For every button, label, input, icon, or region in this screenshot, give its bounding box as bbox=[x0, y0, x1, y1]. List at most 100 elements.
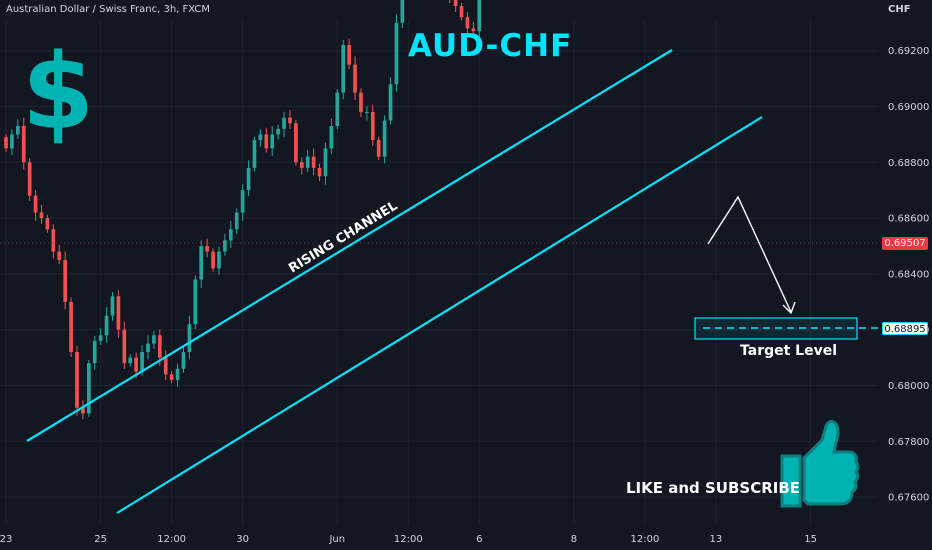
candle bbox=[211, 248, 215, 272]
candle-body bbox=[317, 167, 322, 177]
candle bbox=[465, 12, 470, 36]
channel-lower-line[interactable] bbox=[116, 116, 763, 514]
candle-body bbox=[477, 0, 482, 32]
candle bbox=[128, 354, 133, 367]
candle bbox=[382, 115, 387, 164]
candle-body bbox=[39, 212, 44, 219]
candle-body bbox=[258, 134, 263, 140]
candle bbox=[57, 244, 62, 265]
candle bbox=[193, 275, 198, 330]
thumbs-up-icon[interactable] bbox=[780, 419, 860, 508]
candle bbox=[223, 233, 227, 256]
candle bbox=[81, 400, 85, 420]
candle-body bbox=[146, 343, 150, 353]
candle bbox=[181, 345, 186, 373]
candle bbox=[104, 307, 109, 343]
dollar-symbol: $ bbox=[22, 31, 94, 153]
candle-body bbox=[92, 340, 97, 364]
symbol-description: Australian Dollar / Swiss Franc, 3h, FXC… bbox=[6, 4, 210, 15]
candle bbox=[86, 359, 91, 417]
candle-body bbox=[98, 335, 103, 341]
candle-body bbox=[246, 167, 251, 191]
candle bbox=[33, 189, 38, 221]
candle bbox=[146, 335, 150, 360]
candle-body bbox=[140, 352, 144, 372]
candle-body bbox=[10, 134, 14, 149]
y-tick-label: 0.67600 bbox=[888, 493, 929, 504]
candle-body bbox=[382, 120, 387, 157]
candle-body bbox=[400, 0, 405, 23]
candle-body bbox=[33, 195, 38, 213]
x-tick-label: 25 bbox=[94, 534, 107, 545]
x-tick-label: 6 bbox=[476, 534, 482, 545]
candle bbox=[388, 77, 393, 125]
candle-body bbox=[353, 64, 357, 93]
y-tick-label: 0.69400 bbox=[888, 0, 929, 1]
candle-body bbox=[376, 139, 381, 157]
candle-body bbox=[51, 229, 56, 252]
candle bbox=[163, 350, 168, 381]
candle bbox=[370, 104, 375, 146]
candle-body bbox=[122, 329, 127, 364]
candle-body bbox=[341, 45, 346, 93]
x-tick-label: 23 bbox=[0, 534, 12, 545]
candle bbox=[110, 292, 115, 321]
y-tick-label: 0.69200 bbox=[888, 46, 929, 57]
channel-upper-line[interactable] bbox=[26, 49, 673, 442]
candle bbox=[63, 251, 67, 310]
candle-body bbox=[288, 117, 292, 124]
candle bbox=[205, 238, 209, 258]
candle-body bbox=[75, 352, 79, 408]
candle-body bbox=[294, 123, 298, 163]
candle-body bbox=[471, 28, 476, 32]
candle bbox=[21, 117, 26, 170]
candle bbox=[51, 224, 56, 259]
candle-body bbox=[187, 324, 192, 353]
time-axis[interactable]: 23 25 12:00 30 Jun 12:00 6 8 12:00 13 15 bbox=[0, 534, 817, 545]
grid-lines bbox=[0, 20, 878, 525]
candle bbox=[353, 56, 357, 101]
candle-body bbox=[276, 128, 280, 135]
candle-body bbox=[110, 296, 115, 316]
candle-body bbox=[282, 117, 286, 129]
candle bbox=[69, 297, 73, 358]
candle-body bbox=[359, 92, 363, 113]
candle bbox=[15, 119, 20, 139]
current-price-badge: 0.69507 bbox=[882, 237, 928, 250]
target-level-label: Target Level bbox=[740, 343, 838, 359]
candle bbox=[98, 328, 103, 346]
candle-body bbox=[223, 240, 227, 252]
x-tick-label: 30 bbox=[236, 534, 249, 545]
candle-body bbox=[299, 162, 304, 168]
candle bbox=[246, 160, 251, 197]
candle bbox=[75, 346, 79, 417]
candle-body bbox=[4, 137, 8, 149]
candle bbox=[323, 142, 328, 185]
x-tick-label: 12:00 bbox=[394, 534, 423, 545]
y-tick-label: 0.69000 bbox=[888, 102, 929, 113]
candle bbox=[299, 157, 304, 175]
candle bbox=[376, 136, 381, 161]
candle-body bbox=[175, 368, 180, 380]
like-subscribe-text: LIKE and SUBSCRIBE bbox=[626, 479, 801, 497]
y-tick-label: 0.68400 bbox=[888, 269, 929, 280]
candle bbox=[252, 136, 257, 172]
candle-body bbox=[305, 156, 310, 168]
candle bbox=[394, 14, 399, 92]
candle bbox=[39, 204, 44, 224]
y-tick-label: 0.67800 bbox=[888, 437, 929, 448]
candle bbox=[329, 118, 334, 155]
candle bbox=[294, 119, 298, 166]
candle bbox=[92, 335, 97, 370]
candle-body bbox=[199, 246, 204, 280]
candle-body bbox=[152, 335, 156, 344]
price-axis[interactable]: 0.710000.708000.706000.704000.702000.700… bbox=[888, 0, 929, 504]
x-tick-label: 15 bbox=[804, 534, 817, 545]
candle-body bbox=[453, 0, 458, 7]
x-tick-label: 12:00 bbox=[157, 534, 186, 545]
candle-body bbox=[81, 407, 85, 414]
candle-body bbox=[45, 218, 50, 230]
candle-body bbox=[116, 296, 121, 330]
candle bbox=[240, 184, 245, 221]
